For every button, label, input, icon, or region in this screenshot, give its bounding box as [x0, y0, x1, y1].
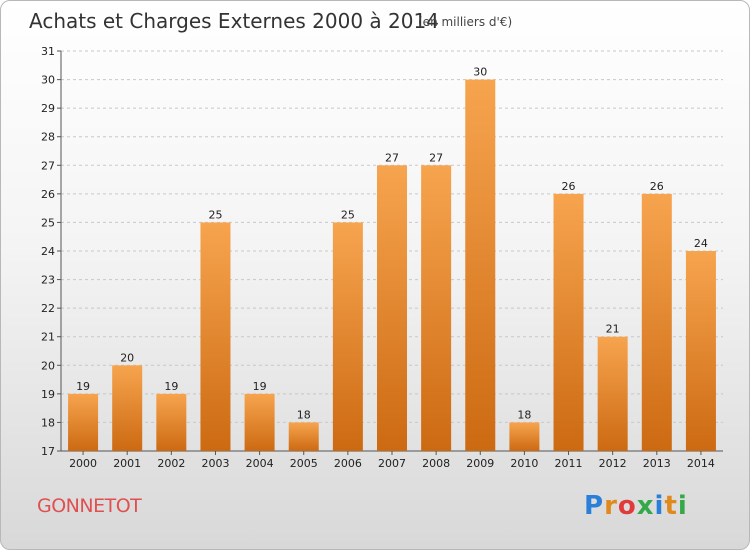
x-tick-label: 2009 — [466, 457, 494, 470]
data-label: 25 — [341, 208, 355, 221]
x-tick-label: 2003 — [201, 457, 229, 470]
logo-letter: i — [654, 491, 665, 521]
x-tick-label: 2006 — [334, 457, 362, 470]
data-label: 18 — [297, 408, 311, 421]
bar-2012 — [597, 336, 628, 451]
data-label: 25 — [208, 208, 222, 221]
logo-letter: P — [584, 491, 605, 521]
data-label: 27 — [429, 151, 443, 164]
chart-subtitle: (en milliers d'€) — [418, 15, 512, 29]
y-tick-label: 25 — [41, 216, 55, 229]
y-tick-label: 18 — [41, 416, 55, 429]
bar-2004 — [244, 393, 275, 451]
logo-letter: r — [604, 491, 618, 521]
y-tick-label: 22 — [41, 302, 55, 315]
y-tick-label: 17 — [41, 445, 55, 458]
x-tick-label: 2001 — [113, 457, 141, 470]
logo-letter: x — [636, 491, 655, 521]
bar-2003 — [200, 222, 231, 451]
x-tick-label: 2007 — [378, 457, 406, 470]
y-tick-label: 19 — [41, 388, 55, 401]
y-tick-label: 29 — [41, 102, 55, 115]
data-label: 26 — [650, 180, 664, 193]
data-label: 19 — [253, 380, 267, 393]
bar-2010 — [509, 422, 540, 451]
bar-2011 — [553, 193, 584, 451]
proxiti-logo: Proxiti — [584, 491, 688, 521]
y-tick-label: 26 — [41, 188, 55, 201]
data-label: 26 — [562, 180, 576, 193]
data-label: 19 — [76, 380, 90, 393]
bar-2001 — [112, 365, 143, 451]
data-label: 24 — [694, 237, 708, 250]
x-tick-label: 2005 — [290, 457, 318, 470]
bar-2002 — [156, 393, 187, 451]
commune-name: GONNETOT — [37, 495, 142, 517]
x-tick-label: 2000 — [69, 457, 97, 470]
data-label: 20 — [120, 351, 134, 364]
y-tick-label: 21 — [41, 331, 55, 344]
data-label: 27 — [385, 151, 399, 164]
y-tick-label: 27 — [41, 159, 55, 172]
x-tick-label: 2002 — [157, 457, 185, 470]
logo-letter: t — [664, 491, 678, 521]
x-tick-label: 2013 — [643, 457, 671, 470]
x-tick-label: 2010 — [510, 457, 538, 470]
y-tick-label: 28 — [41, 131, 55, 144]
bar-2005 — [288, 422, 319, 451]
bar-2006 — [332, 222, 363, 451]
y-tick-label: 23 — [41, 274, 55, 287]
logo-letter: o — [617, 491, 637, 521]
bar-2008 — [421, 165, 452, 452]
x-tick-label: 2004 — [246, 457, 274, 470]
data-label: 18 — [517, 408, 531, 421]
x-tick-label: 2012 — [599, 457, 627, 470]
bar-2009 — [465, 79, 496, 452]
bar-2000 — [68, 393, 99, 451]
data-label: 21 — [606, 323, 620, 336]
bar-2007 — [376, 165, 408, 452]
y-tick-labels: 17 18 19 20 21 22 23 24 25 26 27 28 29 30 31 — [41, 45, 55, 458]
bar-2013 — [641, 193, 672, 451]
logo-letter: i — [677, 491, 688, 521]
bars — [68, 79, 716, 452]
y-tick-label: 31 — [41, 45, 55, 58]
y-tick-label: 30 — [41, 74, 55, 87]
bar-2014 — [685, 251, 716, 451]
data-label: 19 — [164, 380, 178, 393]
x-tick-labels: 2000 2001 2002 2003 2004 2005 2006 2007 2008 2009… — [69, 457, 715, 470]
x-tick-label: 2014 — [687, 457, 715, 470]
chart-title: Achats et Charges Externes 2000 à 2014 — [29, 9, 439, 33]
x-tick-label: 2011 — [555, 457, 583, 470]
y-tick-label: 24 — [41, 245, 55, 258]
data-label: 30 — [473, 66, 487, 79]
x-tick-label: 2008 — [422, 457, 450, 470]
y-tick-label: 20 — [41, 359, 55, 372]
data-labels: 19 20 19 25 19 18 25 27 27 30 18 26 21 26 24 — [76, 66, 708, 422]
